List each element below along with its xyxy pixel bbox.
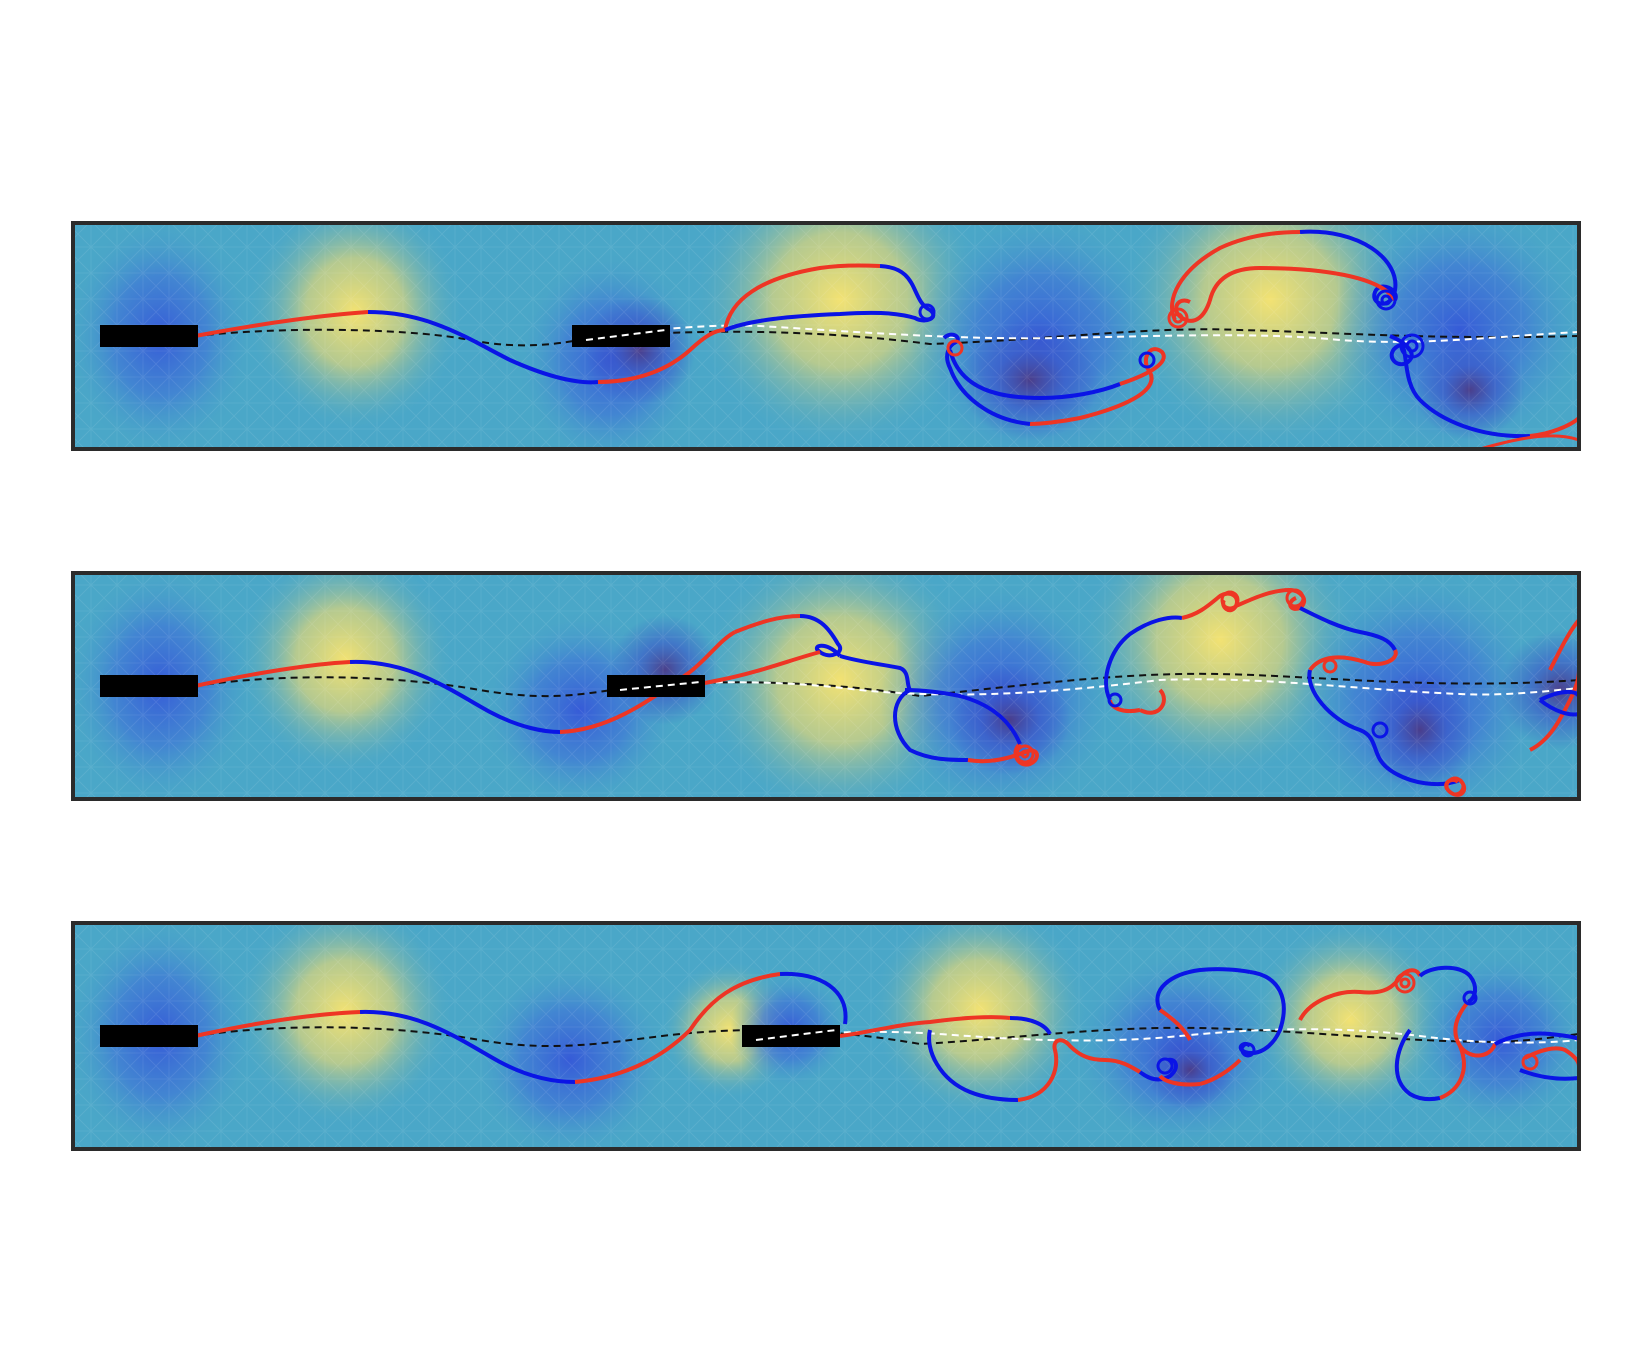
panel-bottom-sheet-blue-10 [1494, 1031, 1579, 1046]
panel-bottom-frame [71, 921, 1581, 1151]
panel-top-sheet-red-7 [1529, 416, 1579, 438]
panel-middle-sheet-red-12 [1548, 618, 1579, 671]
panel-bottom-sheet-red-9 [1439, 1045, 1466, 1100]
panel-bottom [71, 921, 1581, 1151]
panel-middle-sheet-blue-7 [1299, 606, 1397, 652]
panel-bottom-vortex-spirals [1156, 972, 1539, 1075]
panel-bottom-sheet-red-5 [1158, 1008, 1242, 1086]
panel-top [71, 221, 1581, 451]
panel-middle-sheet-blue-3 [839, 654, 912, 692]
panel-middle-upstream-plate [100, 675, 198, 697]
panel-bottom-sheet-blue-5 [1138, 1057, 1178, 1082]
panel-bottom-sheet-blue-1 [359, 1009, 576, 1084]
panel-top-sheet-red-5 [1170, 230, 1301, 321]
panel-bottom-sheet-red-2 [574, 972, 781, 1084]
panel-middle-wake-line [194, 672, 1579, 698]
panel-bottom-sheet-red-7 [1298, 968, 1422, 1022]
panel-middle-sheet-blue-6 [1104, 615, 1183, 701]
panel-bottom-sheet-red-4 [1017, 1038, 1142, 1102]
panel-middle-sheet-red-1 [194, 660, 351, 688]
panel-middle-sheet-blue-8 [1307, 669, 1461, 787]
panel-top-sheet-red-2 [597, 328, 726, 384]
panel-bottom-sheet-blue-8 [1418, 965, 1477, 1004]
panel-middle-wake-line-light [619, 678, 1579, 696]
panel-top-vortex-spirals [918, 289, 1425, 369]
panel-bottom-sheet-red-3 [839, 1015, 1011, 1038]
panel-middle-sheet-red-8 [1308, 649, 1398, 672]
panel-bottom-sheet-blue-7 [1238, 970, 1286, 1055]
panel-top-sheet-blue-1 [367, 310, 599, 385]
panel-middle-frame [71, 571, 1581, 801]
panel-middle [71, 571, 1581, 801]
panel-bottom-sheet-blue-2 [779, 971, 848, 1025]
panel-top-upstream-plate [100, 325, 198, 347]
panel-middle-sheet-blue-2 [799, 614, 842, 658]
panel-middle-sheet-red-3 [734, 614, 801, 634]
panel-top-frame [71, 221, 1581, 451]
panel-top-sheet-blue-3 [948, 349, 1121, 401]
panel-bottom-wake-line [194, 1026, 1579, 1047]
panel-middle-vortex-spirals [1015, 588, 1465, 796]
panel-top-sheet-red-1 [194, 310, 369, 338]
panel-bottom-sheet-red-1 [194, 1010, 361, 1038]
panel-middle-sheet-red-6 [1181, 591, 1239, 620]
panel-middle-sheet-blue-1 [349, 659, 561, 734]
panel-bottom-sheet-blue-11 [1519, 1068, 1579, 1081]
panel-top-downstream-plate [572, 325, 670, 347]
panel-bottom-sheet-blue-6 [1155, 967, 1251, 1011]
panel-middle-sheet-blue-4 [893, 688, 969, 762]
panel-bottom-sheet-red-6 [1158, 1074, 1201, 1087]
panel-bottom-sheet-blue-9 [1394, 1028, 1441, 1102]
panel-top-sheet-blue-4 [942, 332, 1031, 426]
panel-bottom-sheet-blue-3 [1009, 1016, 1052, 1036]
panel-top-wake-line [194, 328, 1579, 347]
panel-bottom-sheet-blue-4 [927, 1029, 1019, 1102]
panel-top-sheet-red-4 [1029, 347, 1166, 426]
panel-middle-sheet-blue-5 [904, 688, 1022, 745]
panel-top-sheet-red-3 [723, 263, 881, 331]
panel-top-sheet-blue-2 [724, 264, 936, 332]
panel-bottom-downstream-plate [742, 1025, 840, 1047]
panel-bottom-upstream-plate [100, 1025, 198, 1047]
